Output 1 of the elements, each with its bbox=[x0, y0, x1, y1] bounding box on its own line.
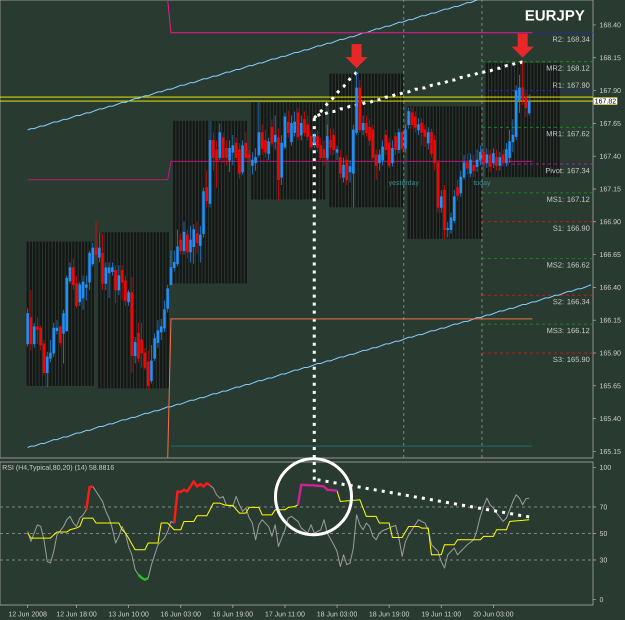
text: EURJPY bbox=[526, 10, 585, 21]
